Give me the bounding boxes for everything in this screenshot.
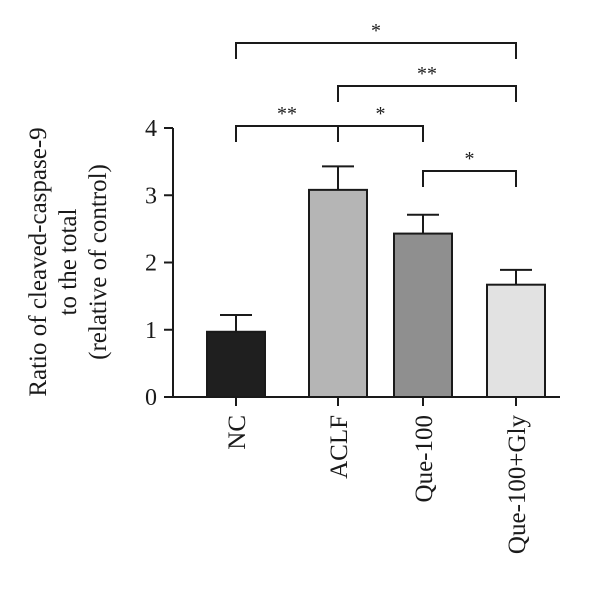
significance-bracket xyxy=(337,125,424,142)
significance-bracket xyxy=(422,170,517,187)
y-tick-label: 4 xyxy=(145,116,157,142)
bar xyxy=(206,330,266,398)
bars xyxy=(206,165,546,399)
significance-label: * xyxy=(376,103,386,125)
y-tick-label: 0 xyxy=(145,385,157,411)
y-axis-label-line-1: Ratio of cleaved-caspase-9 xyxy=(25,127,52,396)
bar xyxy=(393,232,453,398)
significance-brackets: ***** ** xyxy=(235,20,517,187)
significance-label: * xyxy=(371,20,381,42)
y-axis-label-line-2: to the total xyxy=(55,208,82,315)
significance-label: ** xyxy=(417,63,437,85)
significance-label: * xyxy=(465,148,475,170)
significance-bracket xyxy=(337,85,517,102)
x-tick-label: NC xyxy=(224,415,251,450)
x-axis: NC ACLF Que-100 Que-100+Gly xyxy=(173,396,560,555)
y-axis: 0 1 2 3 4 xyxy=(145,116,174,411)
x-tick-label: Que-100+Gly xyxy=(504,415,531,555)
y-tick-label: 3 xyxy=(145,183,157,209)
significance-label: ** xyxy=(277,103,297,125)
significance-bracket xyxy=(235,125,339,142)
y-tick-label: 1 xyxy=(145,318,157,344)
bar xyxy=(308,188,368,398)
bar xyxy=(486,283,546,399)
x-tick-label: ACLF xyxy=(326,415,353,479)
significance-bracket xyxy=(235,42,517,59)
x-tick-label: Que-100 xyxy=(411,415,438,502)
y-axis-label-line-3: (relative of control) xyxy=(85,164,112,360)
y-axis-label: Ratio of cleaved-caspase-9 to the total … xyxy=(25,127,112,396)
y-tick-label: 2 xyxy=(145,251,157,277)
